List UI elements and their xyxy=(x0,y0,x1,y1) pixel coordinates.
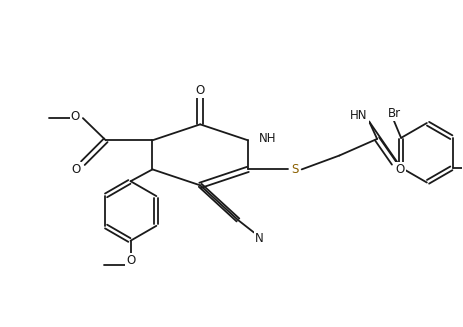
Text: S: S xyxy=(291,163,298,176)
Text: Br: Br xyxy=(388,107,401,120)
Text: O: O xyxy=(71,110,80,123)
Text: HN: HN xyxy=(350,110,368,122)
Text: O: O xyxy=(395,163,405,176)
Text: N: N xyxy=(255,232,264,245)
Text: O: O xyxy=(195,84,205,97)
Text: NH: NH xyxy=(259,132,277,145)
Text: O: O xyxy=(71,163,81,176)
Text: O: O xyxy=(126,254,135,267)
